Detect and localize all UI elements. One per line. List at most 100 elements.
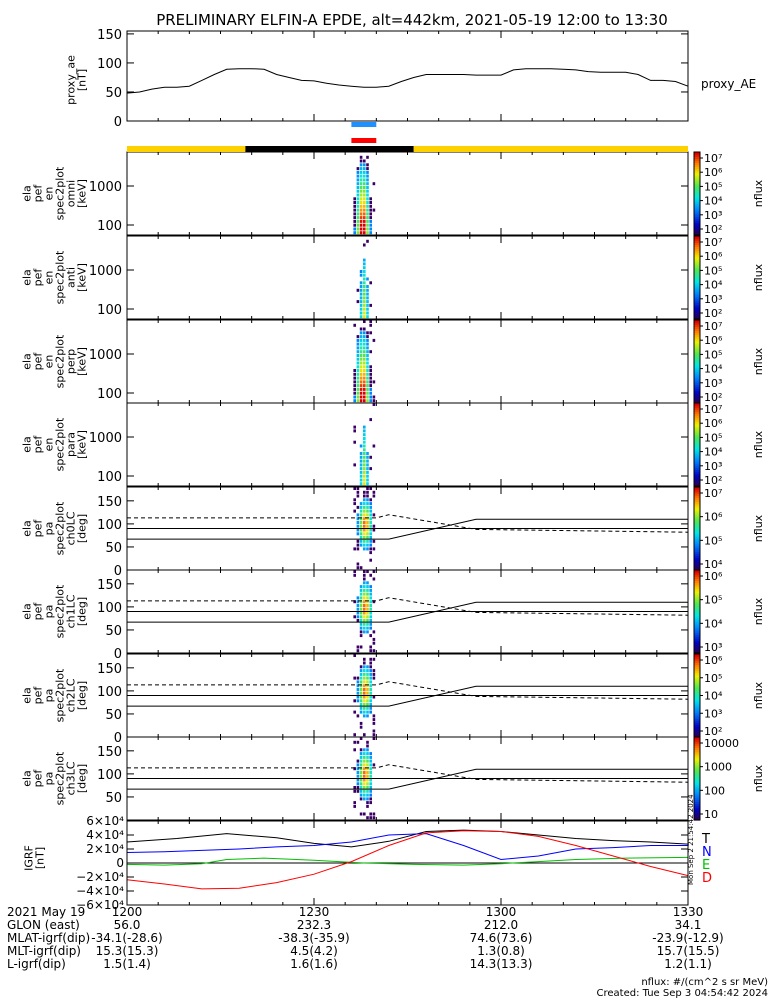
- y-axis-label: spec2plot: [54, 668, 67, 722]
- spectrogram-cell: [372, 570, 376, 573]
- row-value: 1300: [485, 905, 517, 919]
- spectrogram-cell: [356, 786, 360, 789]
- spectrogram-cell: [363, 607, 366, 611]
- spectrogram-cell: [359, 395, 363, 399]
- spectrogram-cell: [369, 661, 372, 665]
- colorbar-tick-label: 10⁴: [704, 363, 723, 376]
- spectrogram-cell: [363, 380, 366, 384]
- spectrogram-cell: [363, 532, 366, 536]
- spectrogram-cell: [356, 487, 360, 490]
- spectrogram-cell: [372, 182, 376, 186]
- spectrogram-cell: [366, 204, 369, 208]
- colorbar-label: nflux: [752, 681, 765, 709]
- anti-loss-cone-line: [127, 764, 689, 783]
- spectrogram-cell: [353, 804, 356, 808]
- colorbar-cell: [694, 292, 700, 295]
- spectrogram-cell: [363, 539, 366, 543]
- colorbar-cell: [694, 267, 700, 270]
- spectrogram-cell: [356, 649, 360, 653]
- spectrogram-cell: [366, 288, 369, 292]
- spectrogram-cell: [359, 622, 363, 626]
- spectrogram-cell: [366, 505, 369, 509]
- colorbar-cell: [694, 398, 700, 402]
- spectrogram-cell: [356, 384, 360, 388]
- colorbar-cell: [694, 328, 700, 331]
- spectrogram-cell: [359, 771, 363, 774]
- spectrogram-cell: [372, 737, 376, 740]
- colorbar-cell: [694, 189, 700, 192]
- spectrogram-cell: [369, 585, 372, 589]
- spectrogram-cell: [372, 669, 376, 673]
- spectrogram-cell: [366, 182, 369, 186]
- spectrogram-cell: [356, 680, 360, 684]
- spectrogram-cell: [356, 300, 360, 304]
- spectrogram-cell: [366, 532, 369, 536]
- colorbar-cell: [694, 191, 700, 195]
- spectrogram-cell: [359, 517, 363, 521]
- spectrogram-cell: [363, 467, 366, 471]
- spectrogram-cell: [356, 380, 360, 384]
- spectrogram-cell: [356, 714, 360, 718]
- colorbar-tick-label: 10⁷: [704, 236, 722, 249]
- spectrogram-cell: [359, 444, 363, 448]
- y-tick-label: 50: [105, 708, 122, 723]
- colorbar-cell: [694, 334, 700, 338]
- colorbar-cell: [694, 392, 700, 396]
- spectrogram-cell: [359, 759, 363, 763]
- spectrogram-cell: [363, 474, 366, 478]
- spectrogram-cell: [356, 771, 360, 774]
- colorbar-cell: [694, 567, 700, 571]
- spectrogram-cell: [372, 630, 376, 634]
- spectrogram-cell: [363, 786, 366, 789]
- spectrogram-cell: [369, 399, 372, 403]
- y-tick-label: 1000: [89, 180, 122, 195]
- spectrogram-cell: [363, 270, 366, 273]
- y-axis-label: pef: [32, 602, 45, 621]
- spectrogram-cell: [356, 399, 360, 403]
- spectrogram-cell: [369, 204, 372, 208]
- spectrogram-cell: [363, 437, 366, 440]
- spectrogram-cell: [366, 509, 369, 513]
- colorbar-cell: [694, 703, 700, 707]
- spectrogram-cell: [359, 163, 363, 167]
- spectrogram-cell: [359, 748, 363, 752]
- colorbar-frame: [693, 736, 701, 821]
- colorbar-cell: [694, 277, 700, 281]
- row-value: 1200: [111, 905, 143, 919]
- colorbar-tick-label: 10⁵: [704, 534, 722, 547]
- spectrogram-cell: [363, 197, 366, 201]
- colorbar-cell: [694, 283, 700, 287]
- row-value: 56.0: [113, 918, 141, 932]
- spectrogram-cell: [356, 539, 360, 543]
- spectrogram-cell: [353, 654, 356, 657]
- spectrogram-cell: [356, 197, 360, 201]
- spectrogram-cell: [363, 547, 366, 551]
- colorbar-tick-label: 100: [704, 784, 725, 797]
- colorbar-cell: [694, 450, 700, 454]
- colorbar-cell: [694, 759, 700, 763]
- row-label: MLAT-igrf(dip): [7, 931, 91, 945]
- spectrogram-cell: [366, 706, 369, 710]
- colorbar-cell: [694, 330, 700, 334]
- spectrogram-cell: [359, 216, 363, 220]
- y-axis-label: ela: [21, 185, 34, 202]
- side-stamp: Mon Sep 2 21:54:42 2024: [687, 794, 695, 885]
- colorbar-cell: [694, 751, 700, 755]
- colorbar-frame: [693, 235, 701, 320]
- y-axis-label: pef: [32, 435, 45, 454]
- spectrogram-cell: [369, 600, 372, 604]
- colorbar-cell: [694, 195, 700, 199]
- spectrogram-cell: [359, 459, 363, 463]
- spectrogram-cell: [359, 350, 363, 354]
- spectrogram-cell: [363, 204, 366, 208]
- spectrogram-cell: [363, 524, 366, 528]
- spectrogram-cell: [369, 384, 372, 388]
- y-tick-label: 100: [97, 685, 122, 700]
- spectrogram-cell: [363, 619, 366, 622]
- colorbar-cell: [694, 376, 700, 379]
- spectrogram-cell: [359, 197, 363, 201]
- spectrogram-cell: [356, 354, 360, 357]
- colorbar-cell: [694, 279, 700, 283]
- spectrogram-cell: [372, 812, 376, 816]
